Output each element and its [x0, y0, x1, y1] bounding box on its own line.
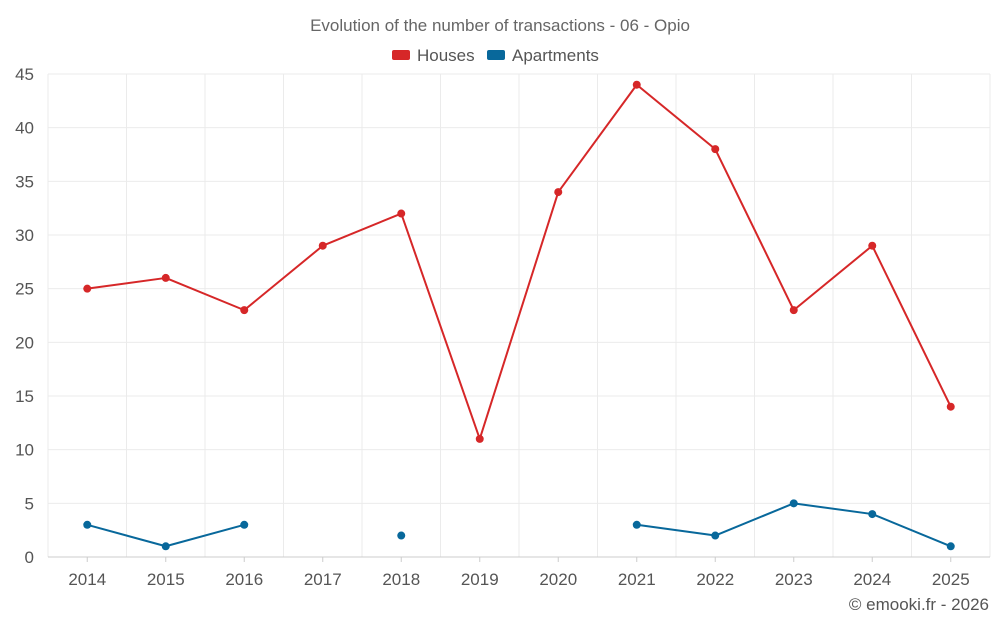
- data-point[interactable]: [868, 241, 877, 250]
- y-tick-label: 35: [15, 172, 34, 191]
- chart-title: Evolution of the number of transactions …: [310, 16, 690, 35]
- data-point[interactable]: [789, 499, 798, 508]
- data-point[interactable]: [711, 145, 720, 154]
- x-tick-label: 2015: [147, 570, 185, 589]
- data-point[interactable]: [475, 434, 484, 443]
- data-point[interactable]: [240, 306, 249, 315]
- data-point[interactable]: [318, 241, 327, 250]
- legend-swatch: [392, 50, 410, 60]
- x-tick-label: 2025: [932, 570, 970, 589]
- legend-label: Apartments: [512, 46, 599, 65]
- data-point[interactable]: [554, 188, 563, 197]
- series-group: [83, 80, 955, 551]
- legend-swatch: [487, 50, 505, 60]
- data-point[interactable]: [868, 510, 877, 519]
- data-point[interactable]: [946, 402, 955, 411]
- y-tick-label: 40: [15, 119, 34, 138]
- data-point[interactable]: [397, 531, 406, 540]
- x-tick-label: 2021: [618, 570, 656, 589]
- legend-item-apartments[interactable]: Apartments: [487, 46, 599, 65]
- x-tick-label: 2018: [382, 570, 420, 589]
- y-tick-label: 45: [15, 65, 34, 84]
- x-tick-label: 2016: [225, 570, 263, 589]
- data-point[interactable]: [789, 306, 798, 315]
- x-tick-label: 2022: [696, 570, 734, 589]
- copyright-credit: © emooki.fr - 2026: [849, 595, 989, 614]
- data-point[interactable]: [83, 284, 92, 293]
- y-tick-label: 30: [15, 226, 34, 245]
- y-tick-label: 20: [15, 333, 34, 352]
- x-tick-label: 2024: [853, 570, 891, 589]
- y-tick-label: 10: [15, 441, 34, 460]
- data-point[interactable]: [397, 209, 406, 218]
- series-houses: [83, 80, 955, 443]
- x-tick-label: 2017: [304, 570, 342, 589]
- data-point[interactable]: [632, 80, 641, 89]
- x-tick-label: 2019: [461, 570, 499, 589]
- x-tick-label: 2014: [68, 570, 106, 589]
- data-point[interactable]: [240, 520, 249, 529]
- legend-item-houses[interactable]: Houses: [392, 46, 475, 65]
- data-point[interactable]: [161, 542, 170, 551]
- y-tick-label: 5: [25, 494, 34, 513]
- legend-label: Houses: [417, 46, 475, 65]
- data-point[interactable]: [161, 273, 170, 282]
- data-point[interactable]: [632, 520, 641, 529]
- series-apartments: [83, 499, 955, 551]
- data-point[interactable]: [711, 531, 720, 540]
- y-tick-label: 25: [15, 280, 34, 299]
- y-tick-label: 15: [15, 387, 34, 406]
- y-tick-label: 0: [25, 548, 34, 567]
- data-point[interactable]: [83, 520, 92, 529]
- data-point[interactable]: [946, 542, 955, 551]
- legend: Houses Apartments: [392, 46, 599, 65]
- x-tick-label: 2020: [539, 570, 577, 589]
- grid: [47, 73, 991, 557]
- series-line: [87, 83, 952, 440]
- x-tick-label: 2023: [775, 570, 813, 589]
- series-line: [636, 502, 952, 548]
